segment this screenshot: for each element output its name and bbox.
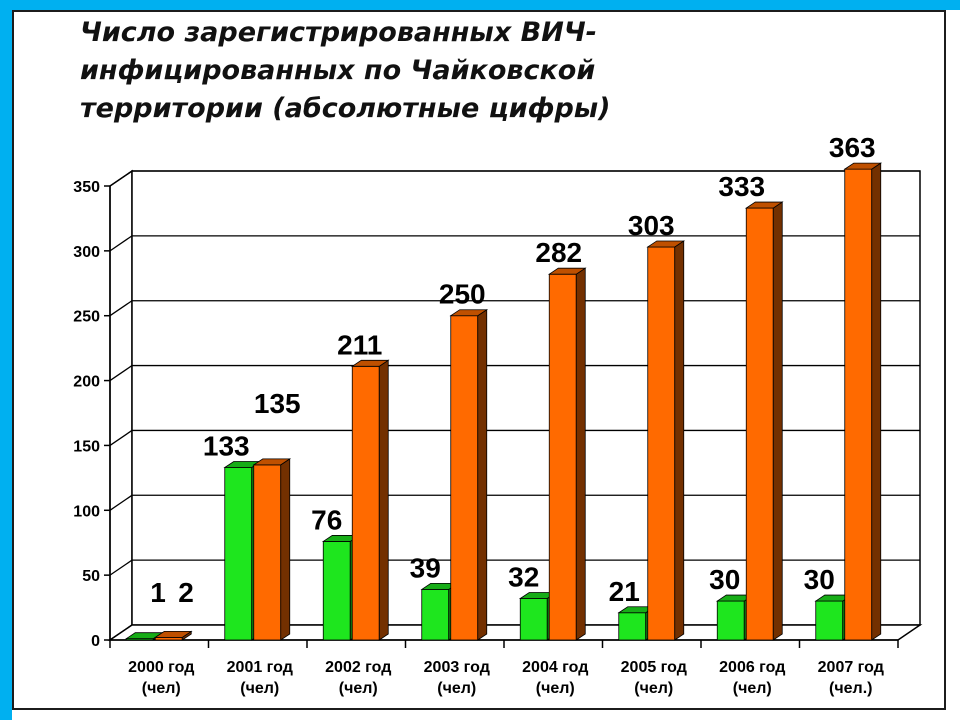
bar-top (843, 162, 883, 170)
gridline (109, 170, 920, 187)
data-label: 76 (311, 504, 342, 535)
left-accent-stripe (0, 0, 12, 720)
bar (716, 600, 745, 641)
bar (618, 612, 647, 641)
bar (647, 246, 676, 641)
bar-side (772, 201, 783, 641)
y-tick-label: 200 (73, 374, 100, 391)
bar (322, 541, 351, 641)
bar (844, 168, 873, 641)
x-tick-label: 2005 год (621, 659, 687, 676)
bar-side (280, 458, 291, 641)
bar (450, 315, 479, 641)
bar (224, 467, 253, 641)
bar-side (871, 162, 882, 641)
data-label: 2 (178, 577, 194, 608)
x-tick-label: 2006 год (719, 659, 785, 676)
bar-top (153, 631, 193, 638)
bar (519, 598, 548, 641)
x-tick-label: (чел) (536, 680, 575, 697)
bar (253, 464, 282, 641)
bar-top (744, 201, 784, 209)
top-accent-stripe (0, 0, 960, 10)
x-tick-label: (чел) (142, 680, 181, 697)
x-tick-label: 2000 год (128, 659, 194, 676)
x-tick-label: (чел) (733, 680, 772, 697)
title-line-1: Число зарегистрированных ВИЧ- (80, 17, 597, 48)
bar (421, 589, 450, 641)
data-label: 333 (718, 171, 765, 202)
bar-top (350, 359, 390, 367)
data-label: 39 (410, 552, 441, 583)
x-tick-label: (чел) (634, 680, 673, 697)
y-tick-label: 250 (73, 309, 100, 326)
bar-top (547, 267, 587, 275)
bar (548, 273, 577, 641)
y-tick-label: 150 (73, 438, 100, 455)
x-tick-label: 2007 год (818, 659, 884, 676)
bar-top (449, 309, 489, 317)
y-tick-label: 350 (73, 179, 100, 196)
data-label: 32 (508, 561, 539, 592)
x-tick-label: (чел.) (829, 680, 872, 697)
x-tick-label: 2004 год (522, 659, 588, 676)
bar-top (252, 458, 292, 466)
x-tick-label: (чел) (339, 680, 378, 697)
chart-title: Число зарегистрированных ВИЧ- инфицирова… (80, 14, 720, 128)
data-label: 135 (254, 388, 301, 419)
bar-side (477, 308, 488, 641)
y-tick-label: 100 (73, 503, 100, 520)
side-wall (109, 169, 133, 642)
x-tick-label: (чел) (437, 680, 476, 697)
data-label: 363 (829, 132, 876, 163)
data-label: 30 (709, 564, 740, 595)
bar (351, 365, 380, 641)
y-tick-label: 300 (73, 244, 100, 261)
data-label: 282 (535, 237, 582, 268)
x-tick-label: 2002 год (325, 659, 391, 676)
bar-side (674, 240, 685, 641)
title-line-2: инфицированных по Чайковской (80, 55, 596, 86)
bar-side (378, 359, 389, 641)
y-tick-label: 0 (91, 633, 100, 650)
x-tick-label: 2001 год (227, 659, 293, 676)
data-label: 1 (150, 577, 166, 608)
data-label: 250 (439, 279, 486, 310)
bar-top (646, 240, 686, 248)
y-tick-label: 50 (82, 568, 100, 585)
bar-side (575, 267, 586, 641)
title-line-3: территории (абсолютные цифры) (80, 93, 611, 124)
x-tick-label: (чел) (240, 680, 279, 697)
x-tick-label: 2003 год (424, 659, 490, 676)
data-label: 211 (337, 329, 382, 360)
data-label: 21 (609, 576, 640, 607)
data-label: 303 (628, 210, 675, 241)
gridline (109, 235, 920, 252)
data-label: 30 (804, 564, 835, 595)
data-label: 133 (203, 430, 250, 461)
bar (815, 600, 844, 641)
bar (745, 207, 774, 641)
